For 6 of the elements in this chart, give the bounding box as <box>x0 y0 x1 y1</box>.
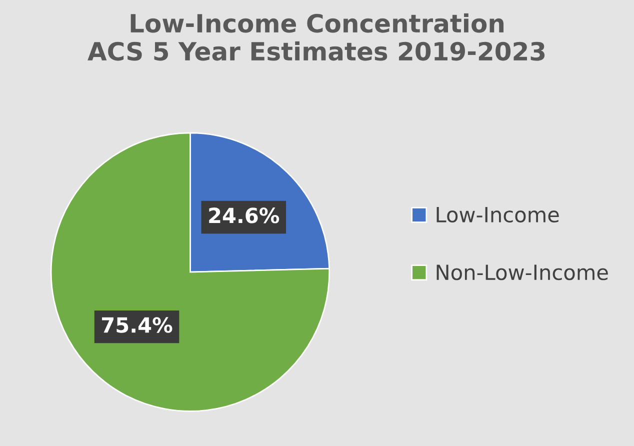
data-label: 75.4% <box>102 317 172 333</box>
legend-label: Low-Income <box>436 207 559 223</box>
chart-title: Low-Income Concentration ACS 5 Year Estimates 2019-2023 <box>88 13 545 61</box>
pie-slice <box>50 132 330 412</box>
data-label: 24.6% <box>209 208 280 224</box>
legend-label: Non-Low-Income <box>436 264 608 280</box>
